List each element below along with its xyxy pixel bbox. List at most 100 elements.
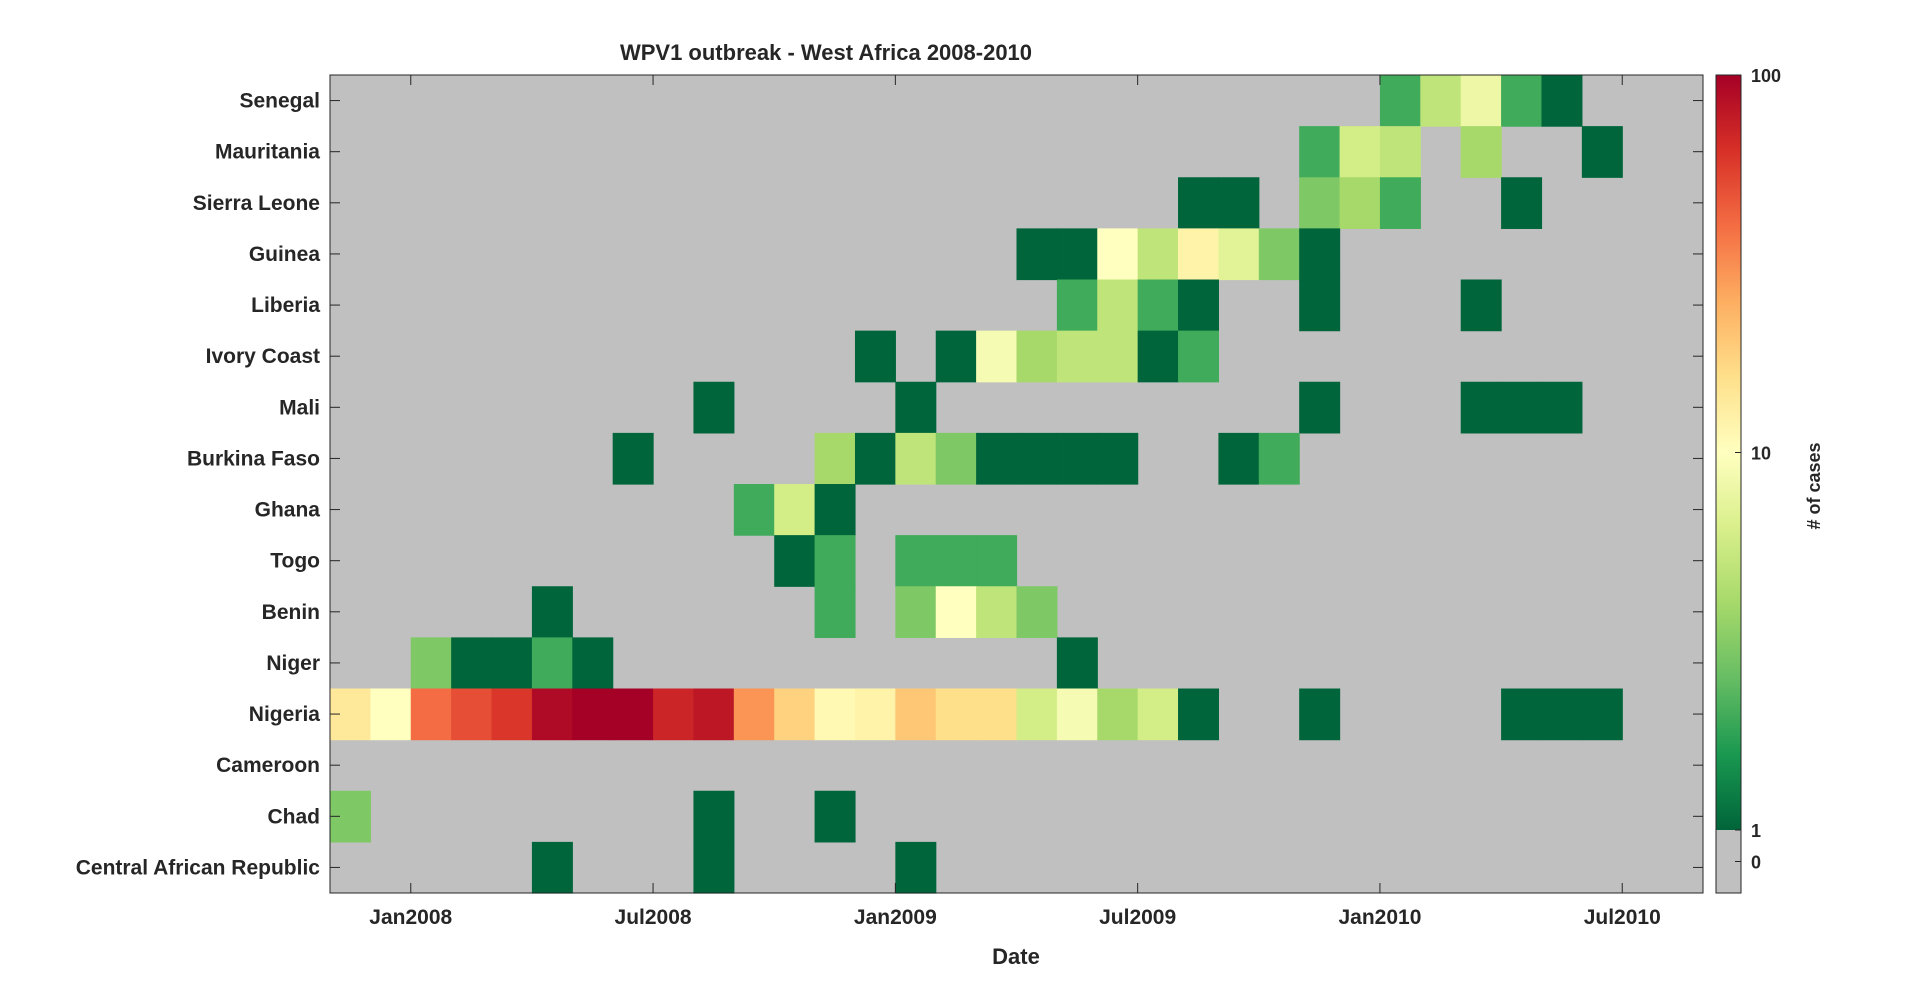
heatmap-cell — [1218, 228, 1260, 281]
colorbar-tick-label: 100 — [1751, 66, 1781, 86]
heatmap-cell — [1097, 279, 1139, 332]
heatmap-cell — [1258, 228, 1300, 281]
heatmap-cell — [1016, 228, 1058, 281]
y-tick-label: Ghana — [255, 499, 321, 522]
chart-title: WPV1 outbreak - West Africa 2008-2010 — [620, 40, 1032, 65]
heatmap-cell — [1379, 75, 1421, 127]
heatmap-cell — [814, 790, 856, 843]
y-tick-label: Niger — [266, 652, 320, 675]
heatmap-cell — [774, 535, 816, 587]
heatmap-cell — [693, 790, 735, 843]
heatmap-cell — [854, 432, 896, 485]
heatmap-cell — [491, 637, 533, 690]
heatmap-cell — [1581, 126, 1623, 178]
y-tick-label: Central African Republic — [76, 856, 321, 879]
y-tick-label: Mauritania — [215, 141, 320, 164]
heatmap-cell — [531, 586, 573, 638]
x-tick-label: Jan2010 — [1338, 906, 1421, 929]
colorbar-frame — [1715, 74, 1742, 894]
heatmap-cell — [612, 432, 654, 485]
heatmap-cell — [693, 841, 735, 894]
heatmap-cell — [1137, 688, 1179, 741]
heatmap-cell — [693, 688, 735, 741]
heatmap-cell — [895, 841, 937, 894]
x-tick-label: Jan2008 — [369, 906, 452, 929]
heatmap-cell — [1218, 177, 1260, 229]
heatmap-cell — [1501, 381, 1543, 434]
heatmap-cell — [1097, 228, 1139, 281]
y-tick-label: Senegal — [239, 90, 320, 113]
heatmap-cell — [1137, 228, 1179, 281]
colorbar: 0 1 10 100 — [1715, 66, 1781, 894]
heatmap-cell — [1299, 279, 1341, 332]
heatmap-cell — [895, 535, 937, 587]
heatmap-cell — [1016, 432, 1058, 485]
heatmap-cell — [653, 688, 695, 741]
heatmap-cell — [1379, 177, 1421, 229]
heatmap-cell — [774, 688, 816, 741]
colorbar-tick-label: 0 — [1751, 853, 1761, 873]
heatmap-cell — [410, 688, 452, 741]
colorbar-tick-label: 10 — [1751, 444, 1771, 464]
heatmap-cell — [1097, 330, 1139, 383]
heatmap-cell — [1460, 381, 1502, 434]
heatmap-cell — [1299, 688, 1341, 741]
heatmap-cell — [976, 535, 1018, 587]
y-tick-label: Benin — [262, 601, 320, 624]
y-tick-label: Chad — [268, 805, 321, 828]
heatmap-cell — [410, 637, 452, 690]
heatmap-cell — [895, 688, 937, 741]
heatmap-cell — [1379, 126, 1421, 178]
heatmap-cell — [1581, 688, 1623, 741]
colorbar-label: # of cases — [1804, 442, 1824, 529]
heatmap-cell — [693, 381, 735, 434]
heatmap-cell — [612, 688, 654, 741]
plot-frame — [329, 74, 1704, 894]
heatmap-cell — [976, 586, 1018, 638]
heatmap-cell — [733, 484, 775, 536]
x-axis-label: Date — [992, 944, 1040, 969]
heatmap-cell — [572, 688, 614, 741]
heatmap-cell — [935, 586, 977, 638]
heatmap-cell — [1501, 75, 1543, 127]
heatmap-cell — [531, 841, 573, 894]
x-tick-label: Jul2008 — [615, 906, 692, 929]
heatmap-cell — [1299, 177, 1341, 229]
heatmap-cell — [1016, 688, 1058, 741]
heatmap-cell — [935, 330, 977, 383]
heatmap-cell — [451, 688, 493, 741]
heatmap-cell — [1299, 126, 1341, 178]
heatmap-cell — [451, 637, 493, 690]
y-tick-label: Guinea — [249, 243, 321, 266]
y-tick-label: Sierra Leone — [193, 192, 320, 215]
heatmap-cell — [814, 432, 856, 485]
heatmap-cell — [1016, 330, 1058, 383]
heatmap-cell — [1541, 75, 1583, 127]
x-tick-label: Jul2009 — [1099, 906, 1176, 929]
heatmap-cell — [1178, 279, 1220, 332]
heatmap-cell — [1056, 330, 1098, 383]
heatmap-cell — [531, 637, 573, 690]
heatmap-cell — [814, 586, 856, 638]
y-tick-label: Burkina Faso — [187, 447, 320, 470]
heatmap-cell — [1137, 330, 1179, 383]
heatmap-cell — [1056, 432, 1098, 485]
x-axis: Jan2008 Jul2008 Jan2009 Jul2009 Jan2010 Jul20… — [369, 75, 1661, 929]
heatmap-cell — [1258, 432, 1300, 485]
y-tick-label: Togo — [270, 550, 320, 573]
heatmap-cell — [531, 688, 573, 741]
heatmap-cell — [895, 586, 937, 638]
y-tick-label: Ivory Coast — [206, 345, 320, 368]
heatmap-cell — [935, 535, 977, 587]
y-tick-label: Cameroon — [216, 754, 320, 777]
heatmap-cell — [774, 484, 816, 536]
heatmap-cell — [1460, 279, 1502, 332]
heatmap-cell — [1339, 126, 1381, 178]
heatmap-cell — [1178, 228, 1220, 281]
colorbar-tick-label: 1 — [1751, 821, 1761, 841]
heatmap-cell — [1178, 330, 1220, 383]
heatmap-cell — [1501, 177, 1543, 229]
x-tick-label: Jan2009 — [854, 906, 937, 929]
